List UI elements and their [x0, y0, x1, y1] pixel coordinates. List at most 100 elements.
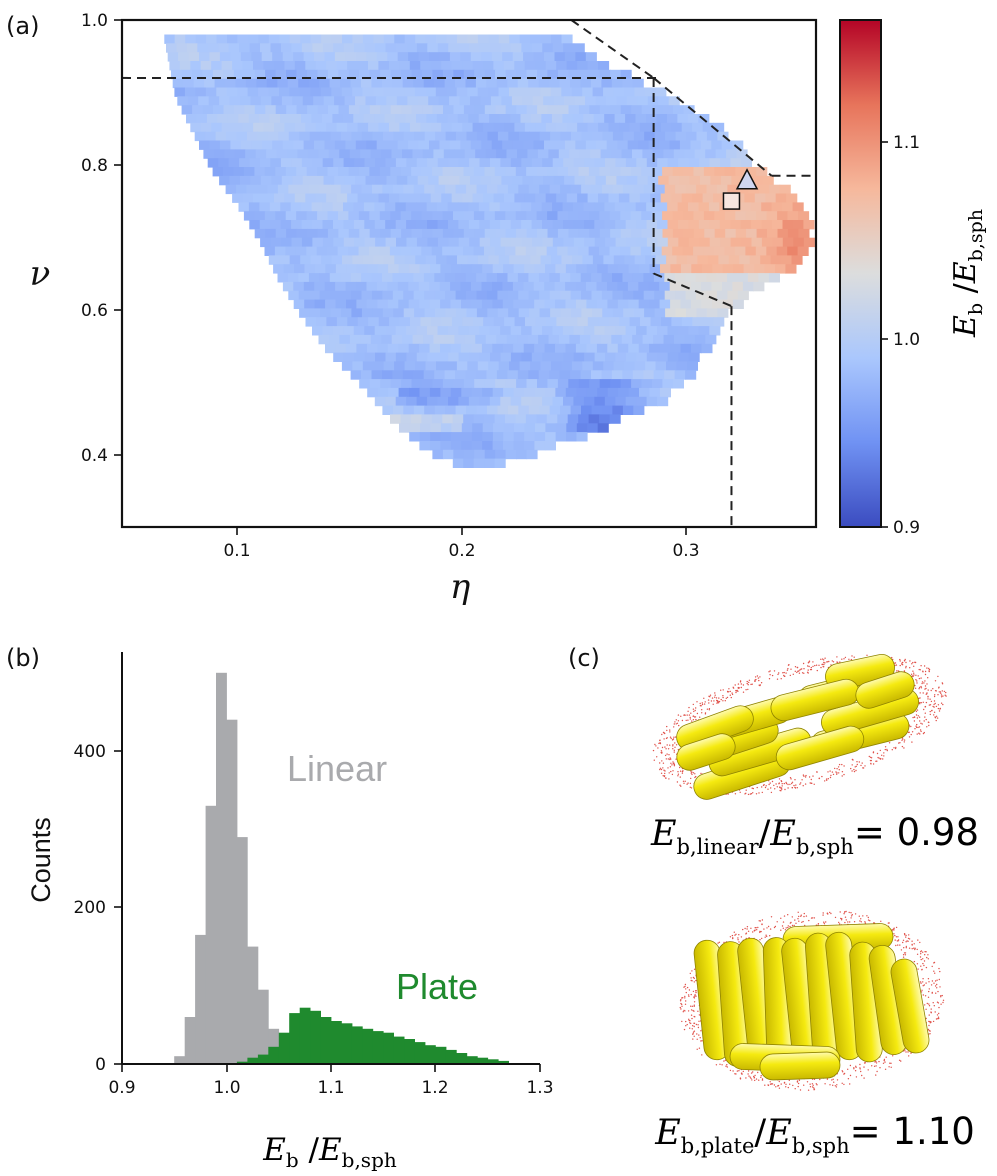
- rod: [759, 1051, 841, 1081]
- halo-dot: [793, 924, 795, 927]
- heatmap-cell: [696, 131, 708, 142]
- halo-dot: [893, 929, 895, 931]
- heatmap-cell: [510, 326, 522, 336]
- heatmap-cell: [420, 317, 432, 327]
- heatmap-cell: [434, 78, 446, 89]
- halo-dot: [742, 1070, 744, 1073]
- heatmap-cell: [414, 308, 426, 318]
- heatmap-cell: [535, 122, 547, 133]
- heatmap-cell: [353, 202, 365, 212]
- halo-dot: [841, 771, 844, 773]
- heatmap-cell: [654, 131, 666, 142]
- halo-dot: [853, 921, 856, 923]
- heatmap-cell: [411, 105, 423, 115]
- heatmap-cell: [288, 131, 300, 142]
- heatmap-cell: [350, 78, 362, 89]
- heatmap-cell: [458, 396, 470, 407]
- heatmap-cell: [618, 193, 630, 203]
- halo-dot: [692, 772, 695, 774]
- heatmap-cell: [706, 290, 718, 301]
- heatmap-cell: [461, 423, 473, 433]
- halo-dot: [922, 732, 925, 735]
- heatmap-cell: [677, 326, 689, 336]
- heatmap-cell: [619, 317, 631, 327]
- halo-dot: [783, 674, 785, 677]
- heatmap-cell: [341, 131, 353, 142]
- heatmap-cell: [277, 273, 289, 283]
- halo-dot: [693, 710, 695, 713]
- heatmap-cell: [177, 96, 189, 106]
- heatmap-cell: [479, 396, 491, 407]
- heatmap-cell: [312, 237, 324, 248]
- heatmap-cell: [373, 87, 385, 97]
- heatmap-cell: [563, 396, 575, 407]
- halo-dot: [826, 1078, 829, 1080]
- heatmap-cell: [615, 352, 627, 362]
- heatmap-cell: [330, 131, 342, 142]
- halo-dot: [694, 709, 696, 712]
- halo-dot: [940, 694, 943, 696]
- heatmap-cell: [640, 317, 652, 327]
- heatmap-cell: [620, 228, 632, 239]
- heatmap-cell: [560, 290, 572, 301]
- halo-dot: [844, 921, 846, 924]
- heatmap-cell: [580, 78, 592, 89]
- heatmap-cell: [521, 43, 533, 53]
- heatmap-cell: [395, 352, 407, 362]
- heatmap-cell: [399, 317, 411, 327]
- heatmap-cell: [726, 149, 738, 159]
- halo-dot: [919, 692, 921, 694]
- heatmap-cell: [626, 96, 638, 106]
- heatmap-cell: [267, 131, 279, 142]
- halo-dot: [927, 698, 929, 700]
- heatmap-cell: [557, 228, 569, 239]
- heatmap-cell: [259, 202, 271, 212]
- halo-dot: [690, 770, 692, 772]
- halo-dot: [927, 958, 929, 960]
- heatmap-cell: [382, 273, 394, 283]
- heatmap-cell: [479, 352, 491, 362]
- heatmap-cell: [516, 105, 528, 115]
- heatmap-cell: [657, 158, 669, 168]
- heatmap-cell: [511, 43, 523, 53]
- heatmap-cell: [724, 167, 736, 177]
- heatmap-cell: [242, 122, 254, 133]
- heatmap-cell: [394, 34, 406, 44]
- heatmap-cell: [183, 78, 195, 89]
- heatmap-cell: [755, 246, 767, 256]
- heatmap-cell: [416, 237, 428, 248]
- heatmap-cell: [307, 105, 319, 115]
- heatmap-cell: [419, 441, 431, 451]
- heatmap-cell: [641, 105, 653, 115]
- heatmap-cell: [578, 414, 590, 424]
- heatmap-cell: [345, 343, 357, 354]
- halo-dot: [696, 1048, 698, 1051]
- heatmap-cell: [447, 326, 459, 336]
- heatmap-cell: [331, 255, 343, 265]
- halo-dot: [701, 709, 703, 711]
- heatmap-cell: [554, 140, 566, 150]
- halo-dot: [847, 921, 849, 923]
- halo-dot: [812, 1084, 814, 1087]
- heatmap-cell: [667, 352, 679, 362]
- heatmap-cell: [463, 69, 475, 80]
- halo-dot: [764, 936, 766, 938]
- halo-dot: [928, 704, 931, 706]
- heatmap-cell: [437, 220, 449, 230]
- halo-dot: [894, 662, 897, 664]
- heatmap-cell: [711, 299, 723, 309]
- heatmap-cell: [268, 255, 280, 265]
- halo-dot: [821, 663, 824, 666]
- halo-dot: [662, 762, 665, 764]
- heatmap-cell: [417, 96, 429, 106]
- heatmap-cell: [585, 175, 597, 186]
- pl-value: = 1.10: [850, 1110, 975, 1153]
- heatmap-cell: [503, 423, 515, 433]
- heatmap-cell: [720, 237, 732, 248]
- heatmap-cell: [654, 308, 666, 318]
- halo-dot: [716, 701, 719, 703]
- heatmap-cell: [249, 43, 261, 53]
- heatmap-cell: [657, 237, 669, 248]
- heatmap-cell: [321, 34, 333, 44]
- halo-dot: [740, 936, 743, 938]
